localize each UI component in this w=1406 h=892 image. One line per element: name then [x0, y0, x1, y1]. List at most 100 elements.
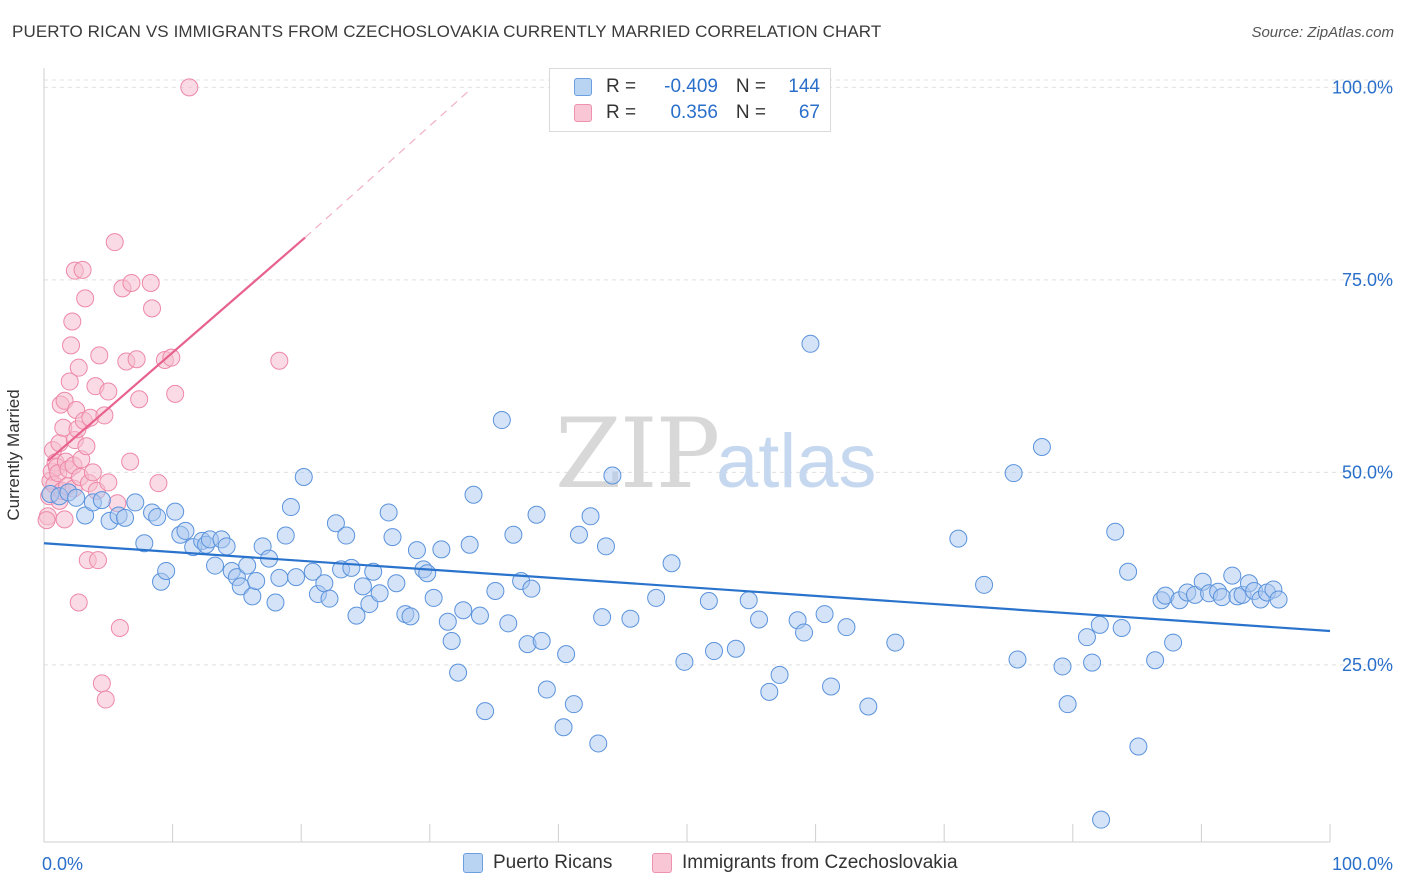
data-point-puerto-ricans: [537, 680, 556, 699]
data-point-puerto-ricans: [294, 468, 313, 487]
y-tick-label: 75.0%: [1342, 270, 1393, 290]
data-point-puerto-ricans: [287, 568, 306, 587]
data-point-puerto-ricans: [217, 537, 236, 556]
data-point-puerto-ricans: [837, 618, 856, 637]
legend-n-value: 144: [788, 76, 820, 97]
data-point-puerto-ricans: [247, 571, 266, 590]
data-point-czechoslovakia: [73, 260, 92, 279]
data-point-puerto-ricans: [1164, 633, 1183, 652]
data-point-puerto-ricans: [176, 521, 195, 540]
data-point-puerto-ricans: [401, 607, 420, 626]
y-tick-label: 50.0%: [1342, 462, 1393, 482]
data-point-czechoslovakia: [83, 463, 102, 482]
data-point-puerto-ricans: [492, 411, 511, 430]
data-point-puerto-ricans: [699, 591, 718, 610]
data-point-puerto-ricans: [1129, 737, 1148, 756]
legend-r-label: R =: [606, 102, 637, 123]
tick-labels: 25.0% 50.0% 75.0% 100.0% 0.0% 100.0%: [42, 77, 1393, 874]
data-point-puerto-ricans: [1004, 464, 1023, 483]
watermark-atlas: atlas: [716, 419, 877, 504]
legend-label-puerto-ricans: Puerto Ricans: [493, 852, 613, 873]
data-point-puerto-ricans: [1119, 562, 1138, 581]
data-point-puerto-ricans: [243, 587, 262, 606]
data-point-puerto-ricans: [1112, 618, 1131, 637]
data-point-puerto-ricans: [603, 466, 622, 485]
data-point-czechoslovakia: [166, 384, 185, 403]
data-point-puerto-ricans: [92, 491, 111, 510]
data-point-puerto-ricans: [975, 575, 994, 594]
legend-n-value: 67: [798, 102, 820, 123]
data-point-czechoslovakia: [127, 350, 146, 369]
series-czechoslovakia-points: [37, 78, 289, 709]
legend-n-label: N =: [735, 102, 766, 123]
data-point-czechoslovakia: [162, 348, 181, 367]
data-point-puerto-ricans: [418, 564, 437, 583]
data-point-puerto-ricans: [499, 614, 518, 633]
data-point-puerto-ricans: [1092, 810, 1111, 829]
legend-item-czechoslovakia: Immigrants from Czechoslovakia: [652, 852, 958, 874]
data-point-czechoslovakia: [37, 511, 56, 530]
data-point-puerto-ricans: [1106, 522, 1125, 541]
data-point-puerto-ricans: [320, 589, 339, 608]
data-point-puerto-ricans: [281, 498, 300, 517]
data-point-czechoslovakia: [121, 452, 140, 471]
data-point-puerto-ricans: [326, 514, 345, 533]
data-point-puerto-ricans: [532, 632, 551, 651]
data-point-czechoslovakia: [77, 437, 96, 456]
data-point-puerto-ricans: [353, 577, 372, 596]
data-point-czechoslovakia: [63, 312, 82, 331]
data-point-puerto-ricans: [1269, 590, 1288, 609]
data-point-puerto-ricans: [67, 488, 86, 507]
data-point-czechoslovakia: [95, 406, 114, 425]
legend-n-label: N =: [735, 76, 766, 97]
data-point-czechoslovakia: [110, 618, 129, 637]
data-point-puerto-ricans: [383, 528, 402, 547]
data-point-czechoslovakia: [90, 346, 109, 365]
data-point-puerto-ricans: [564, 695, 583, 714]
legend-row-czechoslovakia: R = 0.356 N = 67: [574, 100, 820, 126]
data-point-puerto-ricans: [266, 593, 285, 612]
data-point-czechoslovakia: [180, 78, 199, 97]
data-point-puerto-ricans: [569, 525, 588, 544]
data-point-puerto-ricans: [504, 525, 523, 544]
data-point-puerto-ricans: [886, 633, 905, 652]
data-point-czechoslovakia: [50, 434, 69, 453]
data-point-czechoslovakia: [122, 273, 141, 292]
data-point-puerto-ricans: [522, 579, 541, 598]
legend-swatch-blue: [463, 853, 483, 873]
correlation-legend: R = -0.409 N = 144 R = 0.356 N = 67: [549, 68, 831, 132]
data-point-puerto-ricans: [347, 606, 366, 625]
data-point-puerto-ricans: [1058, 695, 1077, 714]
data-point-puerto-ricans: [726, 639, 745, 658]
source-label: Source: ZipAtlas.com: [1251, 24, 1394, 41]
data-point-puerto-ricans: [795, 623, 814, 642]
data-point-puerto-ricans: [527, 505, 546, 524]
data-point-puerto-ricans: [486, 581, 505, 600]
data-point-puerto-ricans: [438, 612, 457, 631]
data-point-puerto-ricans: [157, 561, 176, 580]
data-point-puerto-ricans: [370, 584, 389, 603]
data-point-puerto-ricans: [1008, 650, 1027, 669]
data-point-puerto-ricans: [750, 610, 769, 629]
data-point-puerto-ricans: [206, 556, 225, 575]
legend-r-value: -0.409: [664, 76, 718, 97]
data-point-puerto-ricans: [342, 558, 361, 577]
data-point-puerto-ricans: [387, 574, 406, 593]
y-tick-label: 100.0%: [1332, 77, 1393, 97]
data-point-puerto-ricans: [662, 554, 681, 573]
data-point-puerto-ricans: [276, 526, 295, 545]
data-point-czechoslovakia: [99, 473, 118, 492]
data-point-czechoslovakia: [105, 233, 124, 252]
data-point-puerto-ricans: [303, 562, 322, 581]
data-point-puerto-ricans: [1032, 437, 1051, 456]
trend-line-czechoslovakia-extension: [304, 90, 469, 238]
legend-item-puerto-ricans: Puerto Ricans: [463, 852, 612, 874]
data-point-czechoslovakia: [141, 273, 160, 292]
legend-r-value: 0.356: [670, 102, 718, 123]
data-point-puerto-ricans: [315, 574, 334, 593]
watermark-zip: ZIP: [555, 398, 718, 510]
data-point-puerto-ricans: [822, 677, 841, 696]
watermark: ZIP atlas: [555, 398, 877, 510]
data-point-czechoslovakia: [69, 358, 88, 377]
data-point-puerto-ricans: [1083, 653, 1102, 672]
